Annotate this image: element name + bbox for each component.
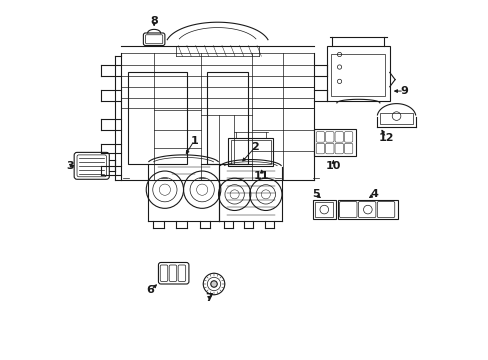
Text: 4: 4 [369,189,378,199]
Bar [337,200,397,220]
Circle shape [210,281,217,287]
Text: 12: 12 [378,133,393,143]
Text: 11: 11 [253,171,269,181]
Bar [128,72,187,164]
Text: 2: 2 [251,142,259,152]
Bar [314,129,355,156]
Bar [314,202,333,217]
Bar [330,54,385,96]
Bar [312,200,335,220]
Text: 10: 10 [325,161,341,171]
Text: 6: 6 [146,285,154,296]
Text: 8: 8 [150,17,158,27]
Text: 7: 7 [204,293,212,303]
Text: 9: 9 [399,86,407,96]
Text: 1: 1 [190,136,198,145]
Bar [230,140,270,164]
Bar [228,138,273,166]
Text: 3: 3 [67,161,74,171]
Bar [326,45,389,101]
Bar [206,72,247,164]
Bar [379,113,412,124]
Text: 5: 5 [311,189,319,199]
